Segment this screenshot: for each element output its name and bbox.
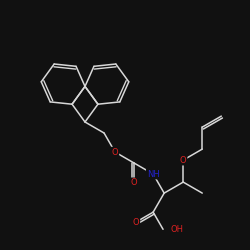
Text: O: O: [180, 156, 186, 164]
Text: O: O: [133, 218, 139, 226]
Text: O: O: [112, 148, 118, 156]
Text: OH: OH: [170, 225, 183, 234]
Text: NH: NH: [147, 170, 160, 178]
Text: O: O: [131, 178, 138, 187]
